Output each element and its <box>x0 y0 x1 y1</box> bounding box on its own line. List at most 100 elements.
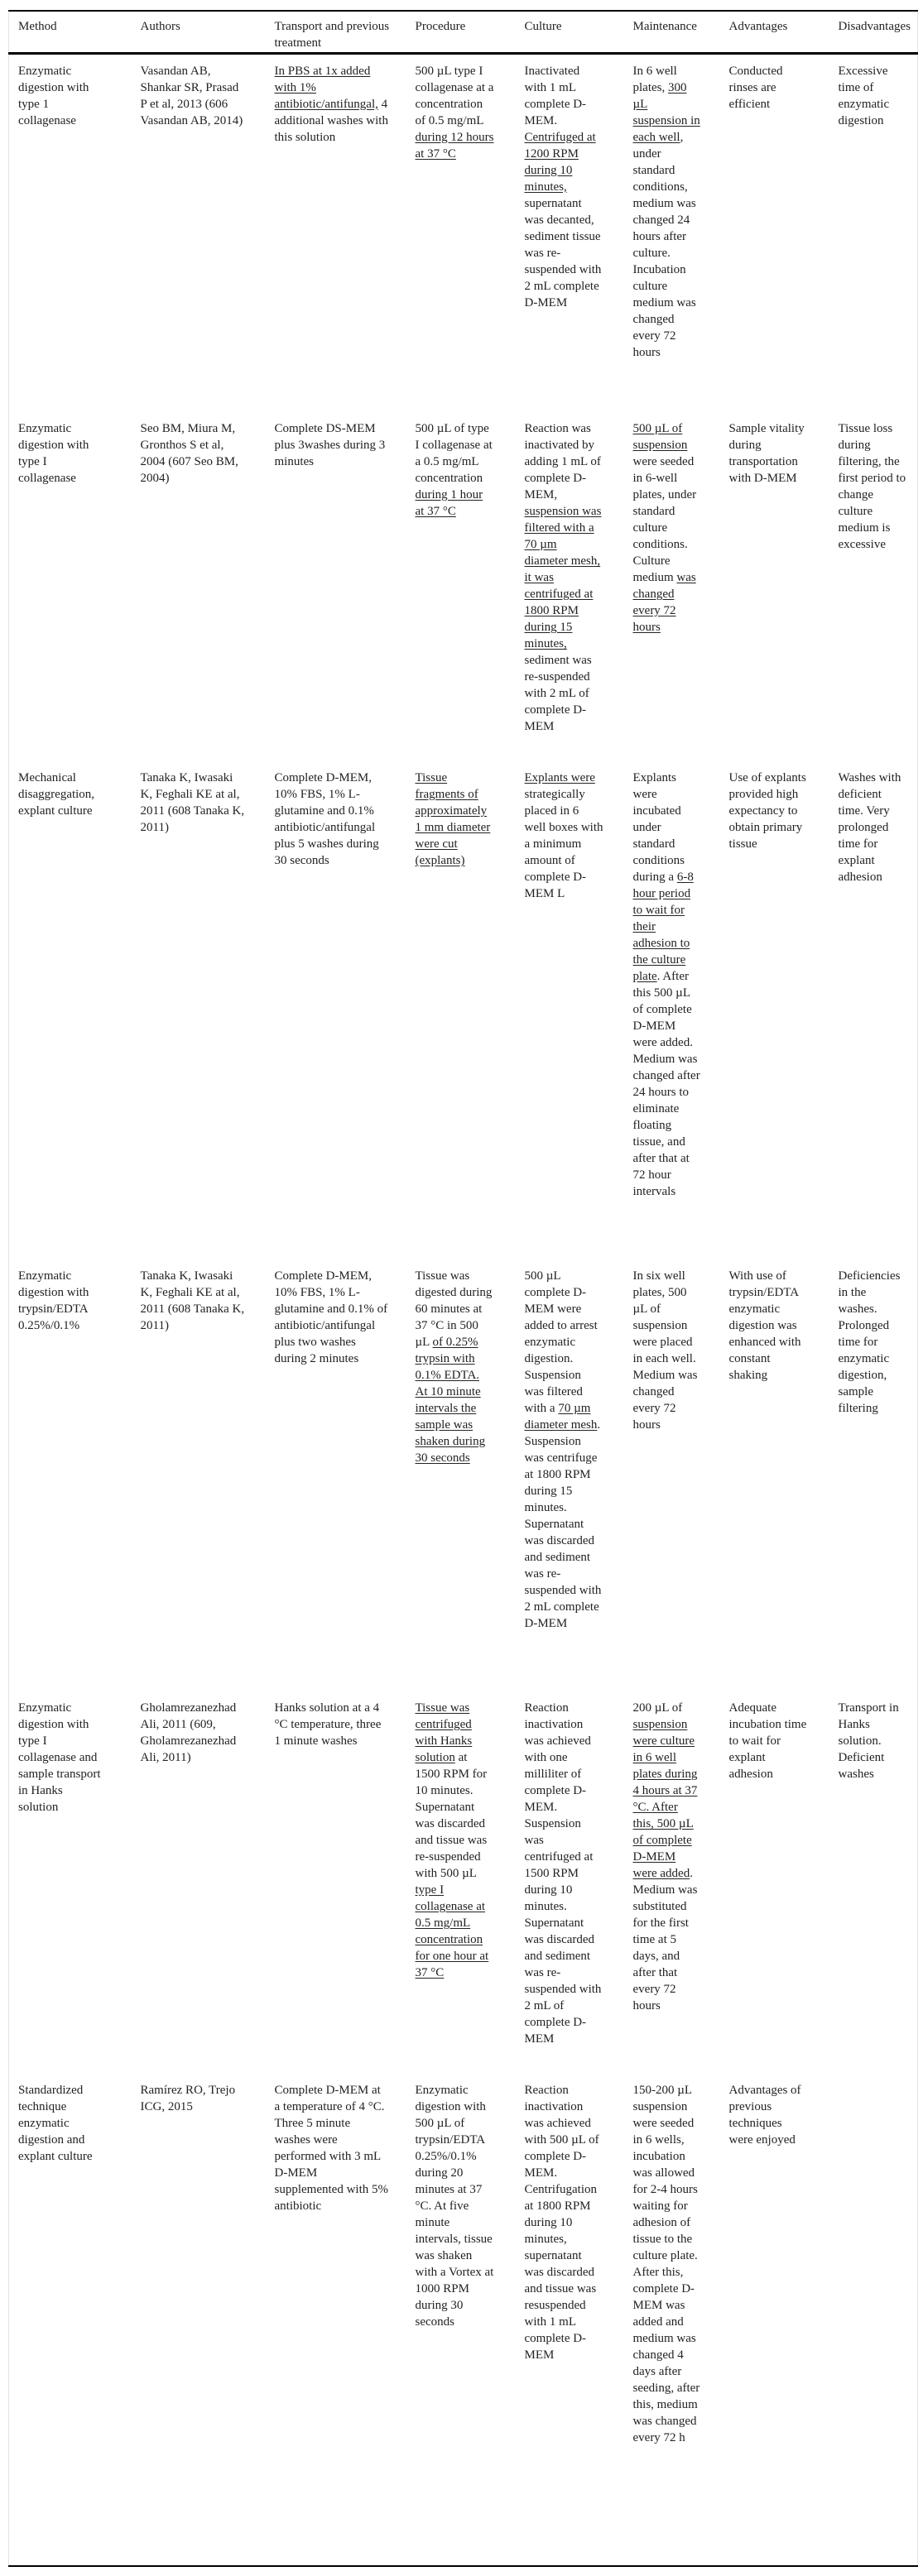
cell-text: In 6 well plates, <box>632 64 677 94</box>
table-row: Standardized technique enzymatic digesti… <box>9 2074 918 2566</box>
cell-transport: Complete D-MEM at a temperature of 4 °C.… <box>266 2074 406 2566</box>
column-header-label: Culture <box>524 20 562 33</box>
underlined-text: Explants were <box>524 771 595 784</box>
cell-culture: Inactivated with 1 mL complete D-MEM. Ce… <box>516 53 624 412</box>
cell-text: Gholamrezanezhad Ali, 2011 (609, Gholamr… <box>140 1701 237 1764</box>
column-header-label: Transport and previous treatment <box>274 20 390 50</box>
cell-advantages: Adequate incubation time to wait for exp… <box>720 1691 829 2074</box>
table-row: Enzymatic digestion with type I collagen… <box>9 1691 918 2074</box>
cell-procedure: Enzymatic digestion with 500 µL of tryps… <box>406 2074 516 2566</box>
cell-transport: Complete DS-MEM plus 3washes during 3 mi… <box>266 412 406 761</box>
column-header-label: Procedure <box>415 20 466 33</box>
cell-text: Tanaka K, Iwasaki K, Feghali KE at al, 2… <box>140 771 245 834</box>
cell-maintenance: In six well plates, 500 µL of suspension… <box>624 1259 720 1691</box>
cell-text: Explants were incubated under standard c… <box>632 771 685 884</box>
cell-text: , under standard conditions, medium was … <box>632 130 696 359</box>
cell-culture: 500 µL complete D-MEM were added to arre… <box>516 1259 624 1691</box>
cell-maintenance: 500 µL of suspension were seeded in 6-we… <box>624 412 720 761</box>
cell-authors: Gholamrezanezhad Ali, 2011 (609, Gholamr… <box>132 1691 266 2074</box>
column-header-label: Method <box>18 20 57 33</box>
column-header-transport: Transport and previous treatment <box>265 11 406 55</box>
cell-text: Complete DS-MEM plus 3washes during 3 mi… <box>274 422 386 468</box>
cell-text: . Medium was substituted for the first t… <box>632 1867 698 2012</box>
underlined-text: was changed every 72 hours <box>632 571 696 634</box>
underlined-text: of 0.25% trypsin with 0.1% EDTA. At 10 m… <box>415 1336 486 1465</box>
cell-authors: Ramírez RO, Trejo ICG, 2015 <box>132 2074 266 2566</box>
cell-text: In six well plates, 500 µL of suspension… <box>632 1269 698 1432</box>
cell-text: Transport in Hanks solution. Deficient w… <box>838 1701 899 1781</box>
cell-text: Deficiencies in the washes. Prolonged ti… <box>838 1269 901 1415</box>
cell-procedure: Tissue was digested during 60 minutes at… <box>406 1259 516 1691</box>
cell-text: 500 µL type I collagenase at a concentra… <box>415 64 494 127</box>
cell-text: Inactivated with 1 mL complete D-MEM. <box>524 64 587 127</box>
underlined-text: suspension was filtered with a 70 µm dia… <box>524 505 602 650</box>
underlined-text: type I collagenase at 0.5 mg/mL concentr… <box>415 1883 489 1979</box>
cell-disadvantages: Transport in Hanks solution. Deficient w… <box>829 1691 918 2074</box>
cell-procedure: Tissue fragments of approximately 1 mm d… <box>406 761 516 1259</box>
cell-text: 500 µL of type I collagenase at a 0.5 mg… <box>415 422 493 485</box>
cell-text: Complete D-MEM, 10% FBS, 1% L-glutamine … <box>274 771 379 867</box>
cell-text: Mechanical disaggregation, explant cultu… <box>18 771 95 818</box>
cell-authors: Tanaka K, Iwasaki K, Feghali KE at al, 2… <box>132 1259 266 1691</box>
underlined-text: Tissue was centrifuged with Hanks soluti… <box>415 1701 473 1764</box>
cell-text: Tissue loss during filtering, the first … <box>838 422 906 551</box>
underlined-text: 6-8 hour period to wait for their adhesi… <box>632 871 694 983</box>
column-header-label: Authors <box>140 20 180 33</box>
cell-text: Enzymatic digestion with type 1 collagen… <box>18 64 89 127</box>
cell-text: supernatant was decanted, sediment tissu… <box>524 196 602 309</box>
cell-authors: Tanaka K, Iwasaki K, Feghali KE at al, 2… <box>132 761 266 1259</box>
cell-text: Enzymatic digestion with type I collagen… <box>18 422 89 485</box>
cell-text: at 1500 RPM for 10 minutes. Supernatant … <box>415 1751 488 1880</box>
cell-advantages: With use of trypsin/EDTA enzymatic diges… <box>720 1259 829 1691</box>
cell-disadvantages: Excessive time of enzymatic digestion <box>829 53 918 412</box>
underlined-text: In PBS at 1x added with 1% antibiotic/an… <box>274 64 378 111</box>
column-header-advantages: Advantages <box>719 11 829 55</box>
underlined-text: 300 µL suspension in each well <box>632 80 700 144</box>
cell-maintenance: 200 µL of suspension were culture in 6 w… <box>624 1691 720 2074</box>
cell-text: Standardized technique enzymatic digesti… <box>18 2084 93 2163</box>
cell-text: Seo BM, Miura M, Gronthos S et al, 2004 … <box>140 422 238 485</box>
cell-text: Tanaka K, Iwasaki K, Feghali KE at al, 2… <box>140 1269 245 1332</box>
cell-text: With use of trypsin/EDTA enzymatic diges… <box>728 1269 801 1382</box>
cell-text: 200 µL of <box>632 1701 683 1715</box>
cell-maintenance: Explants were incubated under standard c… <box>624 761 720 1259</box>
cell-text: . After this 500 µL of complete D-MEM we… <box>632 970 700 1198</box>
cell-culture: Reaction inactivation was achieved with … <box>516 2074 624 2566</box>
cell-method: Standardized technique enzymatic digesti… <box>9 2074 132 2566</box>
header-row: Method Authors Transport and previous trea… <box>8 11 918 55</box>
cell-text: Tissue was digested during 60 minutes at… <box>415 1269 493 1349</box>
table-header: Method Authors Transport and previous trea… <box>8 11 918 55</box>
cell-text: Complete D-MEM at a temperature of 4 °C.… <box>274 2084 388 2213</box>
underlined-text: 70 µm diameter mesh <box>524 1402 598 1432</box>
cell-disadvantages: Washes with deficient time. Very prolong… <box>829 761 918 1259</box>
cell-maintenance: 150-200 µL suspension were seeded in 6 w… <box>624 2074 720 2566</box>
cell-text: Vasandan AB, Shankar SR, Prasad P et al,… <box>140 64 243 127</box>
column-header-label: Disadvantages <box>838 20 911 33</box>
cell-transport: In PBS at 1x added with 1% antibiotic/an… <box>266 53 406 412</box>
cell-culture: Reaction inactivation was achieved with … <box>516 1691 624 2074</box>
underlined-text: 500 µL of suspension <box>632 422 688 452</box>
cell-disadvantages: Deficiencies in the washes. Prolonged ti… <box>829 1259 918 1691</box>
column-header-label: Maintenance <box>632 20 697 33</box>
underlined-text: Centrifuged at 1200 RPM during 10 minute… <box>524 130 596 194</box>
cell-transport: Complete D-MEM, 10% FBS, 1% L-glutamine … <box>266 1259 406 1691</box>
cell-transport: Hanks solution at a 4 °C temperature, th… <box>266 1691 406 2074</box>
table-row: Enzymatic digestion with type I collagen… <box>9 412 918 761</box>
cell-advantages: Advantages of previous techniques were e… <box>720 2074 829 2566</box>
cell-text: Reaction inactivation was achieved with … <box>524 2084 599 2362</box>
cell-text: . Suspension was centrifuge at 1800 RPM … <box>524 1418 602 1630</box>
underlined-text: Tissue fragments of approximately 1 mm d… <box>415 771 491 867</box>
cell-culture: Explants were strategically placed in 6 … <box>516 761 624 1259</box>
column-header-method: Method <box>8 11 132 55</box>
cell-method: Enzymatic digestion with type I collagen… <box>9 1691 132 2074</box>
cell-disadvantages <box>829 2074 918 2566</box>
cell-text: Conducted rinses are efficient <box>728 64 783 111</box>
cell-text: Enzymatic digestion with trypsin/EDTA 0.… <box>18 1269 89 1332</box>
methods-comparison-table: Method Authors Transport and previous trea… <box>8 10 918 2567</box>
cell-authors: Vasandan AB, Shankar SR, Prasad P et al,… <box>132 53 266 412</box>
cell-authors: Seo BM, Miura M, Gronthos S et al, 2004 … <box>132 412 266 761</box>
cell-text: Enzymatic digestion with type I collagen… <box>18 1701 101 1814</box>
cell-text: Enzymatic digestion with 500 µL of tryps… <box>415 2084 494 2329</box>
cell-text: Reaction was inactivated by adding 1 mL … <box>524 422 601 501</box>
cell-text: Washes with deficient time. Very prolong… <box>838 771 901 884</box>
